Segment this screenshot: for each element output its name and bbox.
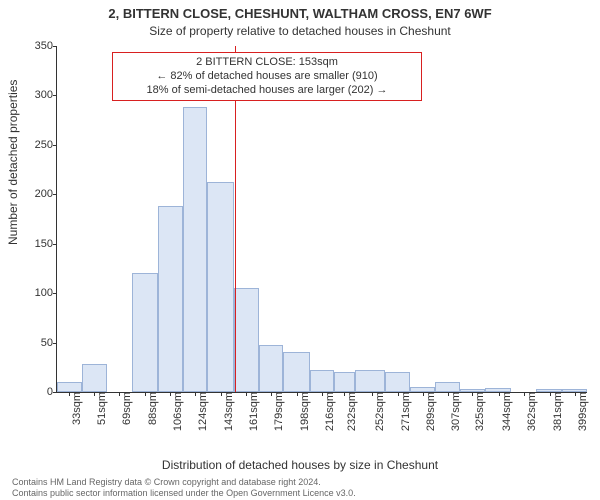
x-tick-label: 289sqm (421, 392, 437, 431)
histogram-bar (310, 370, 335, 392)
annotation-line-3: 18% of semi-detached houses are larger (… (119, 84, 415, 98)
chart-container: { "title_main": "2, BITTERN CLOSE, CHESH… (0, 0, 600, 500)
histogram-bar (82, 364, 107, 392)
histogram-bar (183, 107, 208, 392)
x-axis-label: Distribution of detached houses by size … (0, 458, 600, 472)
x-tick-label: 325sqm (470, 392, 486, 431)
histogram-bar (234, 288, 259, 392)
x-tick-label: 344sqm (497, 392, 513, 431)
x-tick-label: 362sqm (522, 392, 538, 431)
histogram-bar (355, 370, 385, 392)
x-tick-label: 161sqm (244, 392, 260, 431)
x-tick-label: 381sqm (548, 392, 564, 431)
histogram-bar (385, 372, 410, 392)
title-main: 2, BITTERN CLOSE, CHESHUNT, WALTHAM CROS… (0, 6, 600, 21)
histogram-bar (158, 206, 183, 392)
annotation-line-2: ← 82% of detached houses are smaller (91… (119, 70, 415, 84)
x-tick-label: 252sqm (370, 392, 386, 431)
x-tick-label: 216sqm (320, 392, 336, 431)
histogram-bar (283, 352, 309, 392)
plot-area: 05010015020025030035033sqm51sqm69sqm88sq… (56, 46, 587, 393)
x-tick-label: 124sqm (193, 392, 209, 431)
annotation-box: 2 BITTERN CLOSE: 153sqm ← 82% of detache… (112, 52, 422, 101)
histogram-bar (207, 182, 233, 392)
histogram-bar (132, 273, 158, 392)
y-axis-label: Number of detached properties (6, 80, 20, 245)
x-tick-label: 88sqm (143, 392, 159, 425)
footer-line-2: Contains public sector information licen… (12, 488, 588, 498)
footer-attribution: Contains HM Land Registry data © Crown c… (12, 477, 588, 498)
x-tick-label: 106sqm (168, 392, 184, 431)
footer-line-1: Contains HM Land Registry data © Crown c… (12, 477, 588, 487)
x-tick-label: 271sqm (396, 392, 412, 431)
x-tick-label: 69sqm (117, 392, 133, 425)
x-tick-label: 232sqm (342, 392, 358, 431)
x-tick-label: 307sqm (446, 392, 462, 431)
annotation-line-1: 2 BITTERN CLOSE: 153sqm (119, 56, 415, 70)
title-sub: Size of property relative to detached ho… (0, 24, 600, 38)
histogram-bar (57, 382, 82, 392)
x-tick-label: 198sqm (295, 392, 311, 431)
x-tick-label: 143sqm (219, 392, 235, 431)
histogram-bar (259, 345, 284, 392)
x-tick-label: 33sqm (67, 392, 83, 425)
histogram-bar (334, 372, 355, 392)
x-tick-label: 399sqm (573, 392, 589, 431)
x-tick-label: 179sqm (269, 392, 285, 431)
histogram-bar (435, 382, 460, 392)
x-tick-label: 51sqm (92, 392, 108, 425)
